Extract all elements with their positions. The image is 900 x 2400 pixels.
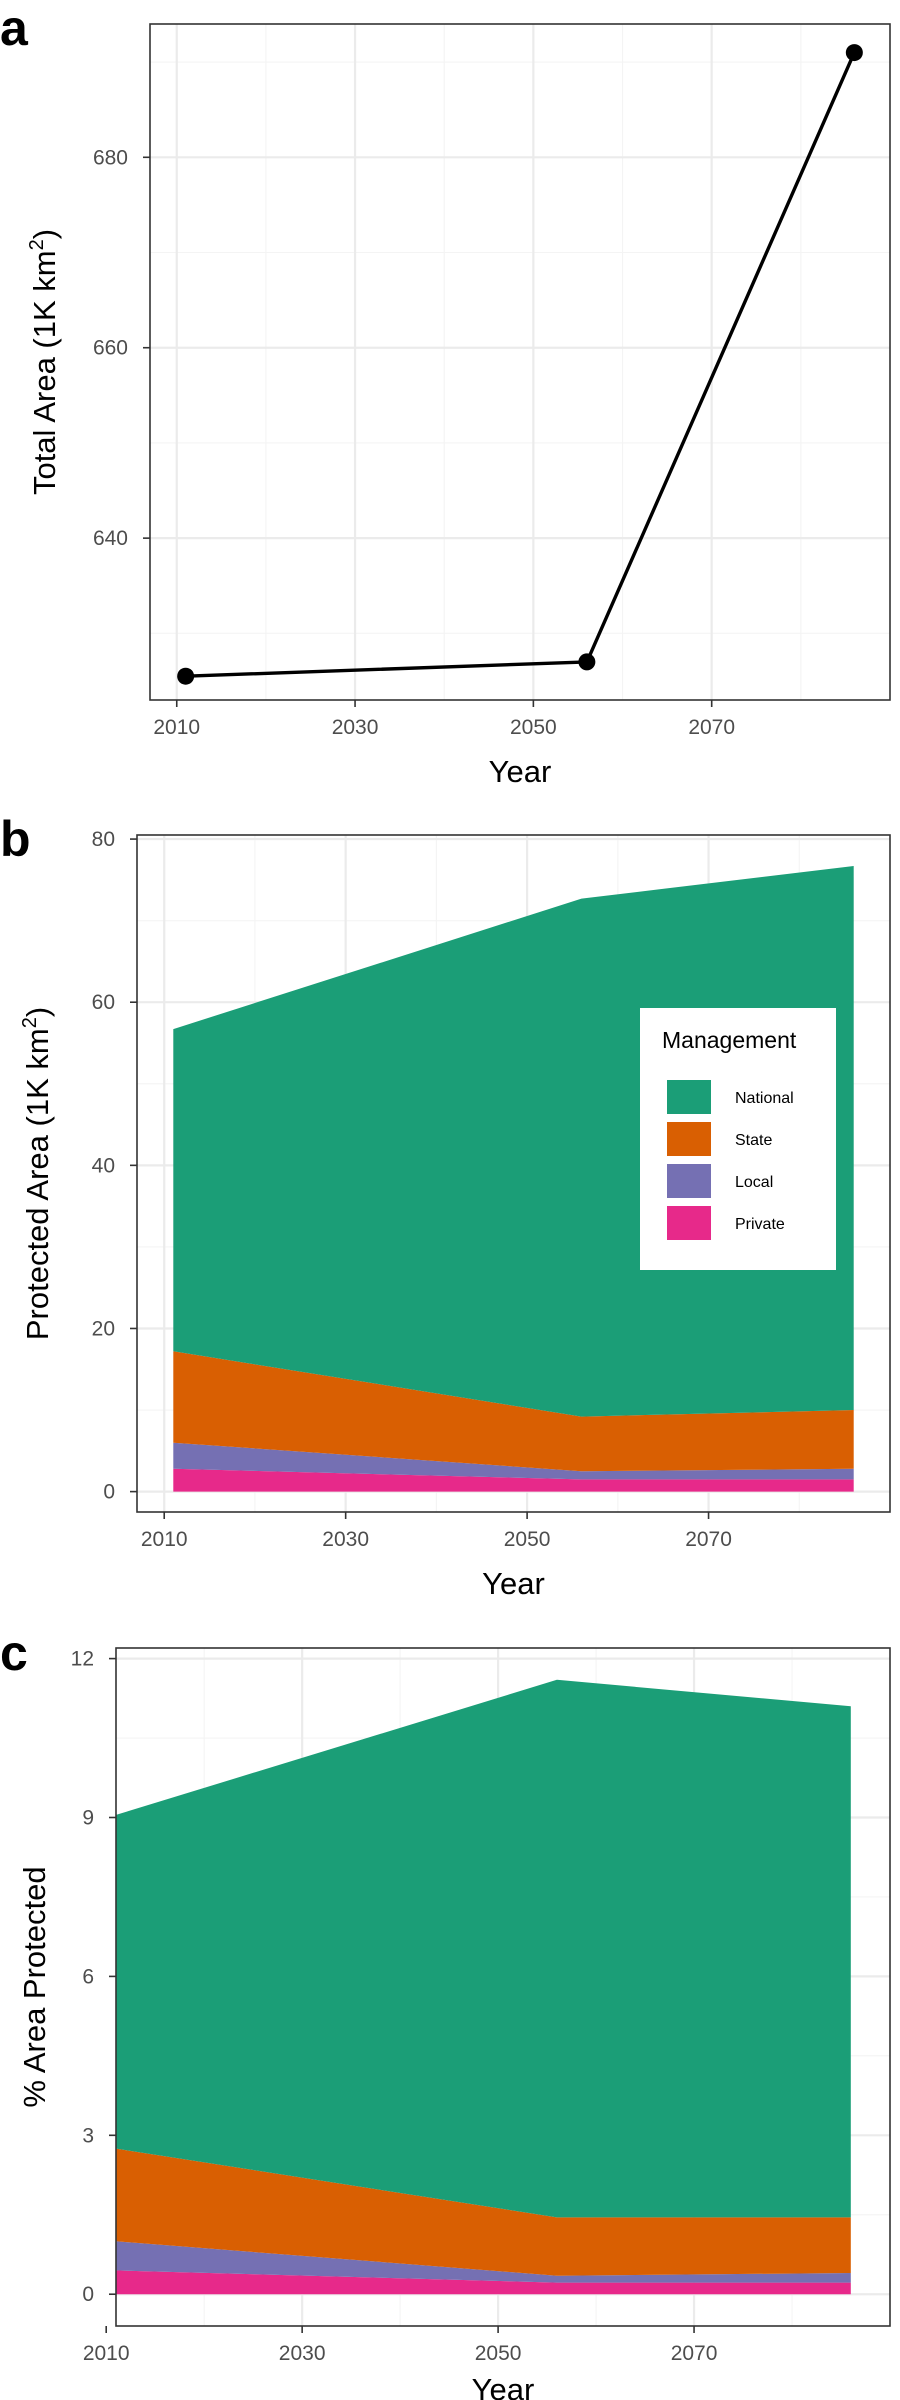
y-tick-label: 9 (82, 1807, 94, 1830)
y-tick-label: 3 (82, 2124, 94, 2147)
y-tick-label: 20 (92, 1317, 115, 1340)
x-tick-label: 2030 (279, 2342, 326, 2365)
area-state (173, 1351, 854, 1472)
area-local (173, 1442, 854, 1480)
area-private (116, 2270, 851, 2295)
legend-key-national (667, 1080, 711, 1114)
x-tick-label: 2010 (153, 716, 200, 739)
x-tick-label: 2050 (504, 1528, 551, 1551)
panel-border (115, 1647, 891, 2327)
x-tick-label: 2070 (671, 2342, 718, 2365)
data-point (578, 653, 596, 671)
x-axis-title: Year (482, 1566, 545, 1601)
data-point (845, 44, 863, 62)
x-axis-title: Year (489, 754, 552, 789)
y-tick-label: 60 (92, 991, 115, 1014)
x-tick-label: 2030 (332, 716, 379, 739)
y-tick-label: 660 (93, 337, 128, 360)
legend-key-private (667, 1206, 711, 1240)
y-tick-label: 0 (103, 1481, 115, 1504)
panel-letter: a (0, 0, 29, 56)
x-tick-label: 2070 (688, 716, 735, 739)
data-marks (116, 1679, 851, 2295)
y-tick-label: 80 (92, 828, 115, 851)
x-tick-label: 2050 (475, 2342, 522, 2365)
y-tick-label: 0 (82, 2283, 94, 2306)
y-tick-label: 40 (92, 1154, 115, 1177)
area-state (116, 2148, 851, 2276)
panel-a: 2010 2030 2050 2070 640 660 680 Year Total Area … (0, 0, 891, 789)
y-tick-label: 12 (71, 1648, 94, 1671)
y-tick-label: 680 (93, 146, 128, 169)
y-tick-label: 640 (93, 527, 128, 550)
legend-label-state: State (735, 1132, 772, 1149)
plot-background (150, 24, 890, 700)
x-tick-label: 2050 (510, 716, 557, 739)
x-axis-title: Year (472, 2372, 535, 2400)
area-private (173, 1468, 854, 1492)
y-tick-label: 6 (82, 1965, 94, 1988)
legend: Management National State Local Private (640, 1008, 836, 1270)
legend-key-state (667, 1122, 711, 1156)
y-axis-title: Protected Area (1K km2) (19, 1007, 55, 1340)
gridlines (150, 24, 890, 700)
panel-border (136, 834, 891, 1513)
legend-label-national: National (735, 1090, 794, 1107)
x-tick-label: 2070 (685, 1528, 732, 1551)
legend-key-local (667, 1164, 711, 1198)
panel-border (149, 23, 891, 701)
panel-c: 2010 2030 2050 2070 0 3 6 9 12 Year % Area Protect… (0, 1625, 891, 2400)
legend-title: Management (662, 1027, 797, 1053)
area-national (116, 1679, 851, 2218)
x-tick-label: 2010 (83, 2342, 130, 2365)
legend-label-local: Local (735, 1174, 773, 1191)
area-national (173, 866, 854, 1417)
data-marks (173, 866, 854, 1492)
panel-letter: c (0, 1625, 28, 1681)
data-point (177, 667, 195, 685)
y-axis-title: Total Area (1K km2) (26, 229, 62, 495)
x-tick-label: 2010 (141, 1528, 188, 1551)
y-axis-title: % Area Protected (17, 1866, 52, 2107)
panel-b: 2010 2030 2050 2070 0 20 40 60 80 Year Protected A… (0, 811, 891, 1601)
legend-label-private: Private (735, 1216, 785, 1233)
panel-letter: b (0, 811, 31, 867)
area-local (116, 2241, 851, 2283)
x-tick-label: 2030 (322, 1528, 369, 1551)
